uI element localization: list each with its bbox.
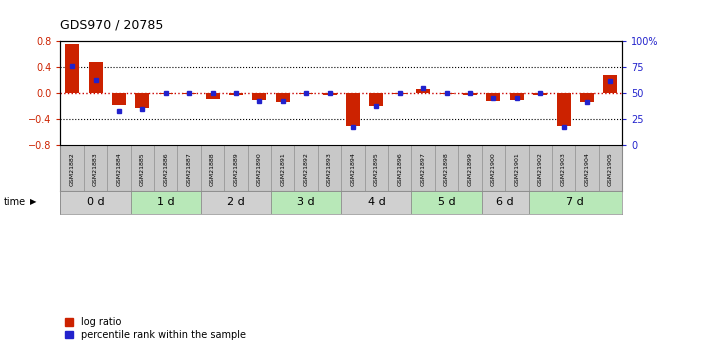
- FancyBboxPatch shape: [341, 145, 365, 191]
- Bar: [252, 93, 267, 100]
- FancyBboxPatch shape: [482, 145, 505, 191]
- FancyBboxPatch shape: [459, 145, 482, 191]
- FancyBboxPatch shape: [178, 145, 201, 191]
- Bar: [89, 62, 102, 93]
- Bar: [112, 93, 126, 105]
- Bar: [182, 93, 196, 94]
- Text: 2 d: 2 d: [227, 197, 245, 207]
- FancyBboxPatch shape: [575, 145, 599, 191]
- FancyBboxPatch shape: [412, 191, 482, 214]
- Bar: [276, 93, 290, 102]
- Text: GSM21904: GSM21904: [584, 152, 589, 186]
- Text: GSM21894: GSM21894: [351, 152, 356, 186]
- FancyBboxPatch shape: [271, 191, 341, 214]
- Bar: [135, 93, 149, 108]
- FancyBboxPatch shape: [412, 145, 435, 191]
- FancyBboxPatch shape: [341, 191, 412, 214]
- FancyBboxPatch shape: [131, 191, 201, 214]
- Text: 3 d: 3 d: [297, 197, 315, 207]
- Text: GSM21900: GSM21900: [491, 152, 496, 186]
- Bar: [533, 93, 547, 95]
- Bar: [557, 93, 571, 126]
- Text: GSM21902: GSM21902: [538, 152, 542, 186]
- Text: GSM21905: GSM21905: [608, 152, 613, 186]
- FancyBboxPatch shape: [224, 145, 247, 191]
- FancyBboxPatch shape: [154, 145, 178, 191]
- Legend: log ratio, percentile rank within the sample: log ratio, percentile rank within the sa…: [65, 317, 246, 340]
- FancyBboxPatch shape: [60, 191, 131, 214]
- Bar: [323, 93, 336, 95]
- FancyBboxPatch shape: [247, 145, 271, 191]
- FancyBboxPatch shape: [552, 145, 575, 191]
- Text: GSM21887: GSM21887: [187, 152, 192, 186]
- Bar: [346, 93, 360, 126]
- Bar: [229, 93, 243, 95]
- FancyBboxPatch shape: [318, 145, 341, 191]
- FancyBboxPatch shape: [60, 145, 84, 191]
- FancyBboxPatch shape: [482, 191, 528, 214]
- FancyBboxPatch shape: [84, 145, 107, 191]
- Text: 4 d: 4 d: [368, 197, 385, 207]
- Text: GDS970 / 20785: GDS970 / 20785: [60, 18, 164, 31]
- Text: GSM21899: GSM21899: [468, 152, 473, 186]
- FancyBboxPatch shape: [435, 145, 459, 191]
- FancyBboxPatch shape: [528, 191, 622, 214]
- FancyBboxPatch shape: [294, 145, 318, 191]
- Text: GSM21903: GSM21903: [561, 152, 566, 186]
- Text: 6 d: 6 d: [496, 197, 514, 207]
- Text: 5 d: 5 d: [438, 197, 456, 207]
- FancyBboxPatch shape: [365, 145, 388, 191]
- Text: GSM21885: GSM21885: [140, 152, 145, 186]
- Bar: [370, 93, 383, 106]
- Text: GSM21897: GSM21897: [421, 152, 426, 186]
- Text: GSM21886: GSM21886: [164, 152, 169, 186]
- Text: 7 d: 7 d: [567, 197, 584, 207]
- Text: 1 d: 1 d: [157, 197, 175, 207]
- Text: GSM21884: GSM21884: [117, 152, 122, 186]
- FancyBboxPatch shape: [271, 145, 294, 191]
- Text: GSM21882: GSM21882: [70, 152, 75, 186]
- Bar: [392, 93, 407, 94]
- Bar: [463, 93, 477, 95]
- FancyBboxPatch shape: [201, 191, 271, 214]
- Text: GSM21891: GSM21891: [280, 152, 285, 186]
- Bar: [205, 93, 220, 99]
- Text: GSM21898: GSM21898: [444, 152, 449, 186]
- Text: GSM21883: GSM21883: [93, 152, 98, 186]
- Bar: [486, 93, 501, 101]
- Text: ▶: ▶: [30, 197, 36, 206]
- Bar: [159, 93, 173, 94]
- Bar: [580, 93, 594, 102]
- Bar: [439, 93, 454, 94]
- FancyBboxPatch shape: [599, 145, 622, 191]
- Text: GSM21892: GSM21892: [304, 152, 309, 186]
- Text: time: time: [4, 197, 26, 207]
- Text: GSM21901: GSM21901: [514, 152, 519, 186]
- FancyBboxPatch shape: [388, 145, 412, 191]
- Bar: [65, 44, 79, 93]
- FancyBboxPatch shape: [201, 145, 224, 191]
- Bar: [604, 75, 617, 93]
- Text: GSM21888: GSM21888: [210, 152, 215, 186]
- FancyBboxPatch shape: [131, 145, 154, 191]
- Text: 0 d: 0 d: [87, 197, 105, 207]
- FancyBboxPatch shape: [528, 145, 552, 191]
- FancyBboxPatch shape: [107, 145, 131, 191]
- Bar: [299, 93, 313, 94]
- Text: GSM21889: GSM21889: [233, 152, 238, 186]
- Text: GSM21896: GSM21896: [397, 152, 402, 186]
- FancyBboxPatch shape: [505, 145, 528, 191]
- Bar: [510, 93, 524, 100]
- Text: GSM21895: GSM21895: [374, 152, 379, 186]
- Text: GSM21893: GSM21893: [327, 152, 332, 186]
- Bar: [416, 89, 430, 93]
- Text: GSM21890: GSM21890: [257, 152, 262, 186]
